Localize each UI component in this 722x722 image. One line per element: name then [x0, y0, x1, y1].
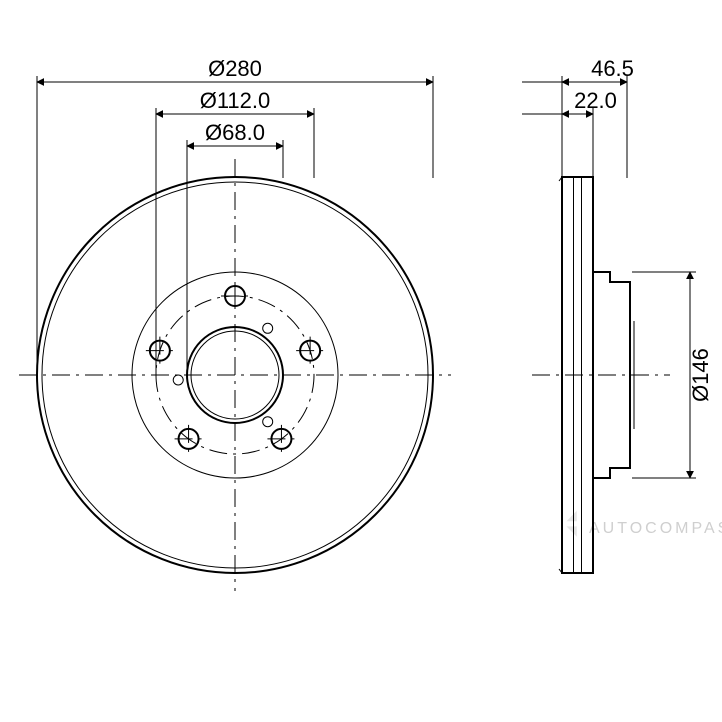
- index-hole: [173, 375, 183, 385]
- hat-upper: [593, 272, 630, 317]
- index-hole: [263, 417, 273, 427]
- front-view: [19, 159, 451, 591]
- side-dimensions: 46.5 22.0 Ø146: [522, 56, 713, 478]
- dim-label: 22.0: [574, 88, 617, 113]
- dim-label: Ø146: [688, 348, 713, 402]
- index-hole: [263, 323, 273, 333]
- dim-label: Ø112.0: [200, 88, 271, 113]
- dim-label: Ø280: [208, 56, 262, 81]
- watermark: AUTOCOMPAS: [566, 511, 722, 537]
- hat-lower: [593, 433, 630, 478]
- watermark-text: AUTOCOMPAS: [589, 520, 722, 537]
- dim-label: 46.5: [591, 56, 634, 81]
- dim-label: Ø68.0: [205, 120, 265, 145]
- side-view: [532, 177, 670, 573]
